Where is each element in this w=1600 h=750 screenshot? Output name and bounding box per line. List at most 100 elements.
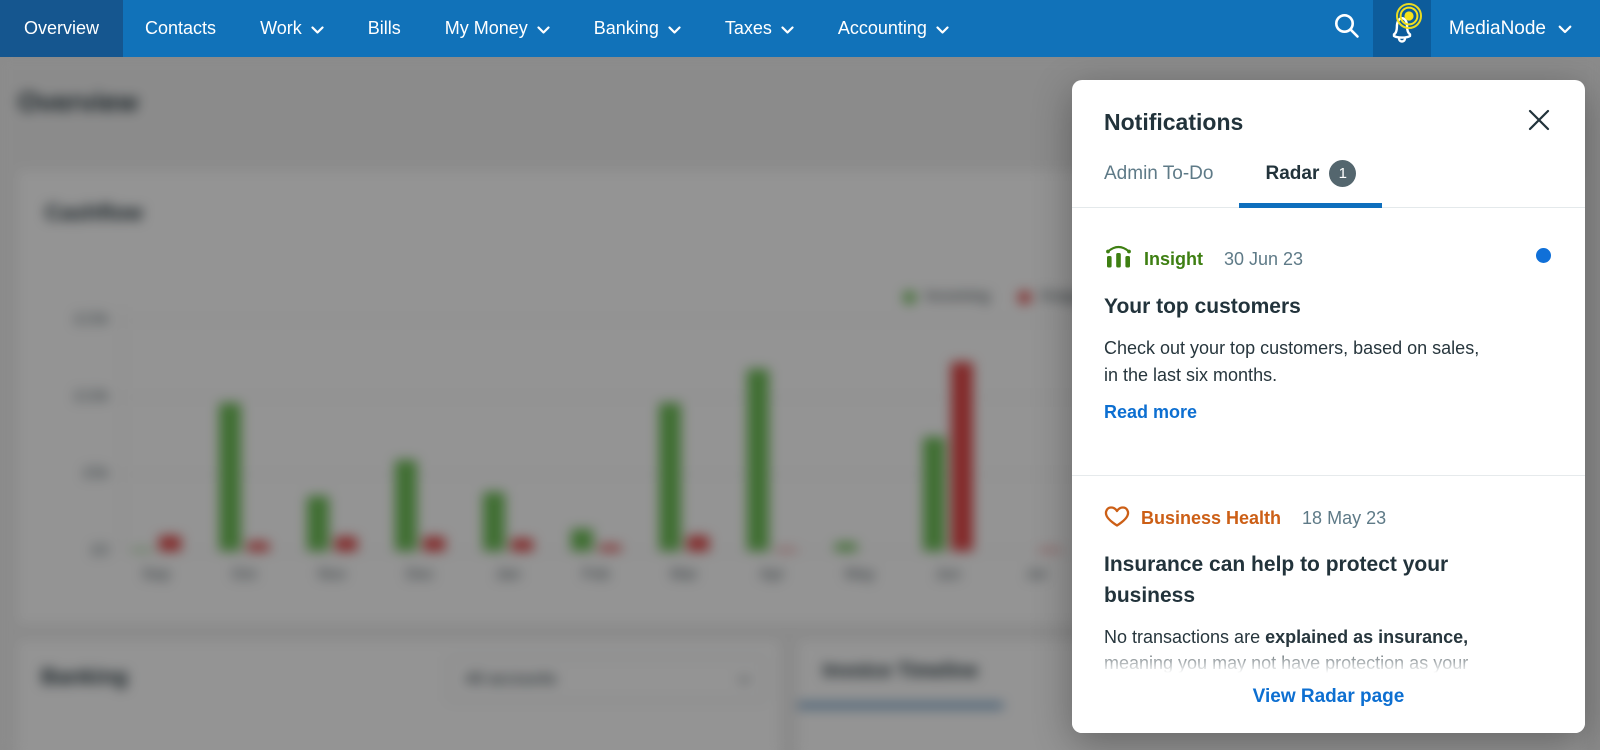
banking-card-title: Banking bbox=[41, 664, 128, 689]
bar-outgoing-jun bbox=[951, 361, 973, 551]
read-more-link[interactable]: Read more bbox=[1104, 402, 1198, 422]
item-divider bbox=[1072, 475, 1585, 476]
tab-admin-to-do[interactable]: Admin To-Do bbox=[1104, 160, 1213, 208]
account-filter-select[interactable]: All accounts bbox=[448, 657, 766, 701]
bar-incoming-may bbox=[835, 543, 857, 551]
y-axis-tick-label: £15k bbox=[74, 311, 109, 328]
notifications-panel-footer: View Radar page bbox=[1072, 645, 1585, 733]
nav-item-label: Taxes bbox=[724, 18, 772, 38]
bar-outgoing-sep bbox=[159, 535, 181, 551]
nav-item-banking[interactable]: Banking bbox=[572, 0, 703, 57]
notification-title: Insurance can help to protect your busin… bbox=[1104, 549, 1553, 611]
search-icon bbox=[1331, 10, 1363, 47]
chart-gridline bbox=[122, 397, 1561, 398]
bar-outgoing-mar bbox=[687, 535, 709, 551]
notification-title: Your top customers bbox=[1104, 295, 1301, 318]
account-menu[interactable]: MediaNode bbox=[1431, 0, 1600, 57]
nav-item-label: Work bbox=[260, 18, 302, 38]
notifications-bell-button[interactable] bbox=[1372, 0, 1431, 57]
bell-icon bbox=[1380, 3, 1424, 54]
nav-spacer bbox=[971, 0, 1321, 57]
notification-body-line: Check out your top customers, based on s… bbox=[1104, 338, 1480, 358]
bar-incoming-sep bbox=[131, 549, 153, 551]
notification-body-line: No transactions are explained as insuran… bbox=[1104, 624, 1553, 650]
outgoing-legend-dot bbox=[1017, 290, 1031, 304]
notifications-panel-header: Notifications bbox=[1072, 80, 1585, 138]
bar-incoming-apr bbox=[747, 369, 769, 551]
nav-item-label: Overview bbox=[24, 18, 100, 38]
legend-label-incoming: Incoming bbox=[925, 288, 990, 305]
nav-item-bills[interactable]: Bills bbox=[346, 0, 423, 57]
bar-outgoing-nov bbox=[335, 537, 357, 551]
bar-incoming-dec bbox=[395, 460, 417, 551]
nav-item-my-money[interactable]: My Money bbox=[423, 0, 572, 57]
notification-title-line: business bbox=[1104, 584, 1196, 607]
nav-item-taxes[interactable]: Taxes bbox=[703, 0, 816, 57]
nav-item-work[interactable]: Work bbox=[238, 0, 346, 57]
tab-admin-to-do-label: Admin To-Do bbox=[1104, 162, 1214, 184]
search-button[interactable] bbox=[1321, 0, 1373, 57]
tab-invoice-timeline[interactable]: Invoice Timeline bbox=[798, 640, 1003, 708]
notification-body-line: in the last six months. bbox=[1104, 365, 1278, 385]
bar-outgoing-feb bbox=[599, 544, 621, 551]
x-axis-month-label: Oct bbox=[231, 566, 257, 583]
insight-bar-chart-icon bbox=[1104, 244, 1133, 275]
nav-item-accounting[interactable]: Accounting bbox=[816, 0, 971, 57]
nav-item-label: Banking bbox=[593, 18, 659, 38]
close-button[interactable] bbox=[1523, 106, 1555, 138]
chart-gridline bbox=[122, 474, 1561, 475]
account-filter-value: All accounts bbox=[465, 669, 557, 688]
notification-title-line: Insurance can help to protect your bbox=[1104, 553, 1449, 576]
chevron-down-icon bbox=[668, 18, 681, 39]
nav-item-contacts[interactable]: Contacts bbox=[123, 0, 238, 57]
y-axis-line bbox=[122, 308, 123, 552]
x-axis-month-label: Mar bbox=[670, 566, 698, 583]
notification-body: Check out your top customers, based on s… bbox=[1104, 335, 1553, 389]
nav-item-label: Contacts bbox=[145, 18, 217, 38]
banking-card: Banking All accounts bbox=[16, 639, 781, 750]
bar-outgoing-oct bbox=[247, 541, 269, 551]
bar-incoming-jan bbox=[483, 492, 505, 551]
notification-date: 18 May 23 bbox=[1302, 508, 1387, 528]
view-radar-page-link[interactable]: View Radar page bbox=[1252, 686, 1405, 707]
x-axis-month-label: Apr bbox=[759, 566, 785, 583]
tab-radar[interactable]: Radar 1 bbox=[1239, 160, 1383, 208]
notification-date: 30 Jun 23 bbox=[1224, 249, 1304, 269]
incoming-legend-dot bbox=[903, 290, 916, 304]
bar-incoming-nov bbox=[307, 495, 329, 551]
nav-item-label: Bills bbox=[367, 18, 401, 38]
notification-category-row: Insight 30 Jun 23 bbox=[1104, 244, 1553, 275]
unread-indicator-dot bbox=[1536, 248, 1551, 263]
close-icon bbox=[1527, 108, 1551, 137]
x-axis-month-label: Feb bbox=[582, 566, 610, 583]
x-axis-month-label: Jan bbox=[495, 566, 521, 583]
bar-incoming-mar bbox=[659, 403, 681, 551]
notifications-panel: Notifications Admin To-Do Radar 1 bbox=[1072, 80, 1585, 733]
heart-icon bbox=[1104, 504, 1130, 533]
nav-item-overview[interactable]: Overview bbox=[0, 0, 124, 57]
x-axis-month-label: Nov bbox=[317, 566, 347, 583]
bar-incoming-jun bbox=[923, 437, 945, 551]
body-text-bold: explained as insurance, bbox=[1265, 627, 1469, 647]
chevron-down-icon bbox=[311, 18, 324, 39]
notification-category: Insight bbox=[1144, 249, 1203, 269]
radar-unread-badge: 1 bbox=[1329, 160, 1357, 187]
bar-incoming-oct bbox=[219, 403, 241, 551]
chevron-down-icon bbox=[1558, 18, 1572, 40]
y-axis-tick-label: £10k bbox=[74, 388, 109, 405]
chevron-down-icon bbox=[936, 18, 949, 39]
x-axis-month-label: Dec bbox=[405, 566, 435, 583]
bar-incoming-feb bbox=[571, 529, 593, 551]
chevron-down-icon bbox=[781, 18, 794, 39]
notifications-title: Notifications bbox=[1104, 108, 1244, 135]
tab-radar-label: Radar bbox=[1265, 162, 1320, 184]
notifications-tabs: Admin To-Do Radar 1 bbox=[1072, 160, 1585, 208]
legend-item-incoming: Incoming bbox=[903, 288, 990, 306]
x-axis-month-label: Jul bbox=[1025, 566, 1047, 583]
page-title: Overview bbox=[18, 87, 139, 117]
notification-category-row: Business Health 18 May 23 bbox=[1104, 504, 1553, 533]
y-axis-tick-label: £5k bbox=[83, 465, 109, 482]
cashflow-card-title: Cashflow bbox=[45, 200, 143, 225]
notification-item-insight[interactable]: Insight 30 Jun 23 Your top customers Che… bbox=[1072, 244, 1585, 423]
